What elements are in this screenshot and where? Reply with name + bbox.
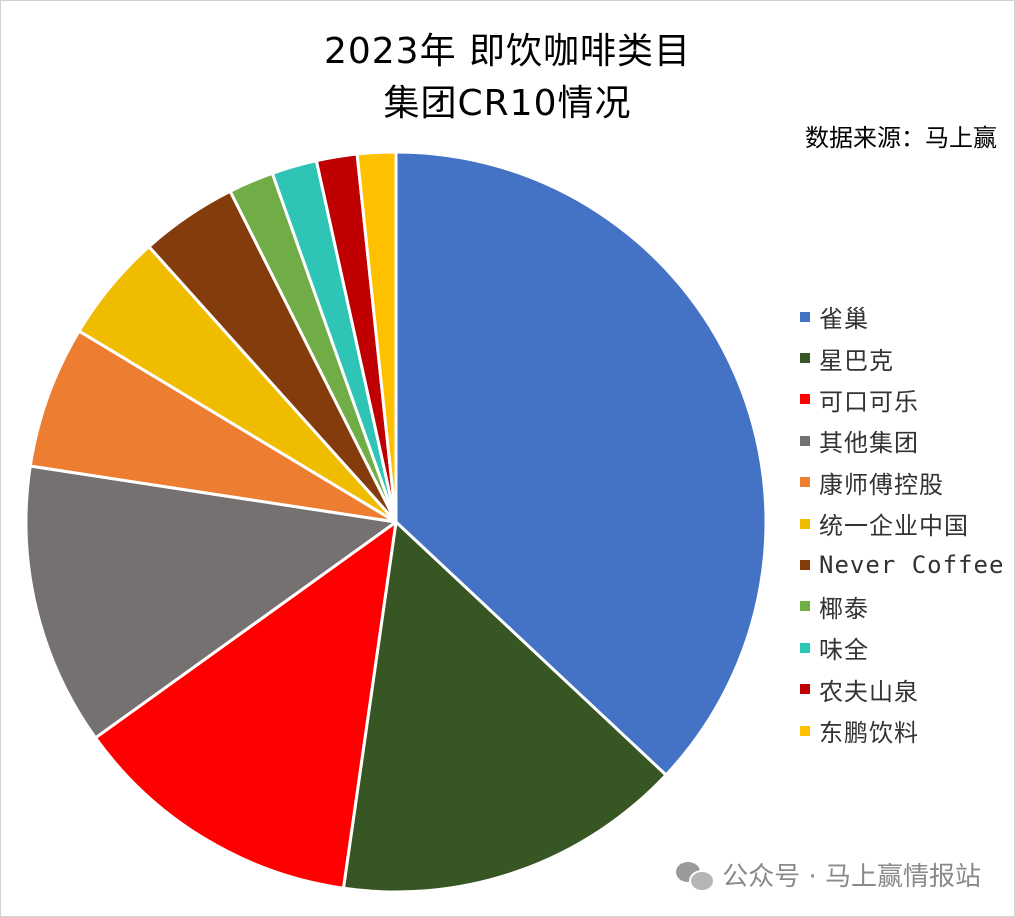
pie-slice-4 xyxy=(28,329,398,524)
legend-item-1: 星巴克 xyxy=(800,337,1004,378)
legend-label: 其他集团 xyxy=(819,429,919,458)
legend-item-8: 味全 xyxy=(800,627,1004,668)
legend-item-7: 椰泰 xyxy=(800,586,1004,627)
wechat-icon xyxy=(676,860,716,892)
legend-label: 味全 xyxy=(819,636,869,665)
legend-swatch xyxy=(800,394,810,405)
legend-label: 农夫山泉 xyxy=(819,677,919,706)
legend-item-4: 康师傅控股 xyxy=(800,462,1004,503)
pie-slice-10 xyxy=(355,150,398,524)
watermark-text: 公众号 · 马上赢情报站 xyxy=(722,862,981,892)
pie-slice-3 xyxy=(24,464,398,740)
legend-swatch xyxy=(800,353,810,364)
legend-swatch xyxy=(800,684,810,695)
legend-swatch xyxy=(800,477,810,488)
legend-label: 星巴克 xyxy=(819,346,894,375)
pie-slice-1 xyxy=(341,520,668,894)
legend-label: 统一企业中国 xyxy=(819,512,969,541)
legend-item-10: 东鹏饮料 xyxy=(800,710,1004,751)
legend-swatch xyxy=(800,642,810,653)
chart-title-line-2: 集团CR10情况 xyxy=(383,83,632,124)
legend-item-3: 其他集团 xyxy=(800,420,1004,461)
legend-label: 椰泰 xyxy=(819,594,869,623)
legend-swatch xyxy=(800,435,810,446)
legend-item-6: Never Coffee xyxy=(800,544,1004,585)
legend-label: 雀巢 xyxy=(819,305,869,334)
legend-label: 可口可乐 xyxy=(819,387,919,416)
legend-item-2: 可口可乐 xyxy=(800,379,1004,420)
pie-slice-2 xyxy=(93,520,398,890)
chart-title-line-1: 2023年 即饮咖啡类目 xyxy=(323,31,692,72)
legend-item-0: 雀巢 xyxy=(800,296,1004,337)
watermark: 公众号 · 马上赢情报站 xyxy=(676,856,981,893)
legend-label: 东鹏饮料 xyxy=(819,719,919,748)
legend-swatch xyxy=(800,518,810,529)
pie-slice-0 xyxy=(394,150,768,777)
legend-swatch xyxy=(800,560,810,571)
legend-label: 康师傅控股 xyxy=(819,470,944,499)
legend-swatch xyxy=(800,601,810,612)
legend-item-9: 农夫山泉 xyxy=(800,669,1004,710)
data-source-note: 数据来源：马上赢 xyxy=(805,124,997,152)
legend-swatch xyxy=(800,725,810,736)
legend-label: Never Coffee xyxy=(819,551,1005,580)
chart-legend: 雀巢星巴克可口可乐其他集团康师傅控股统一企业中国 Never Coffee 椰泰味全… xyxy=(800,296,1004,751)
legend-item-5: 统一企业中国 xyxy=(800,503,1004,544)
legend-swatch xyxy=(800,311,810,322)
